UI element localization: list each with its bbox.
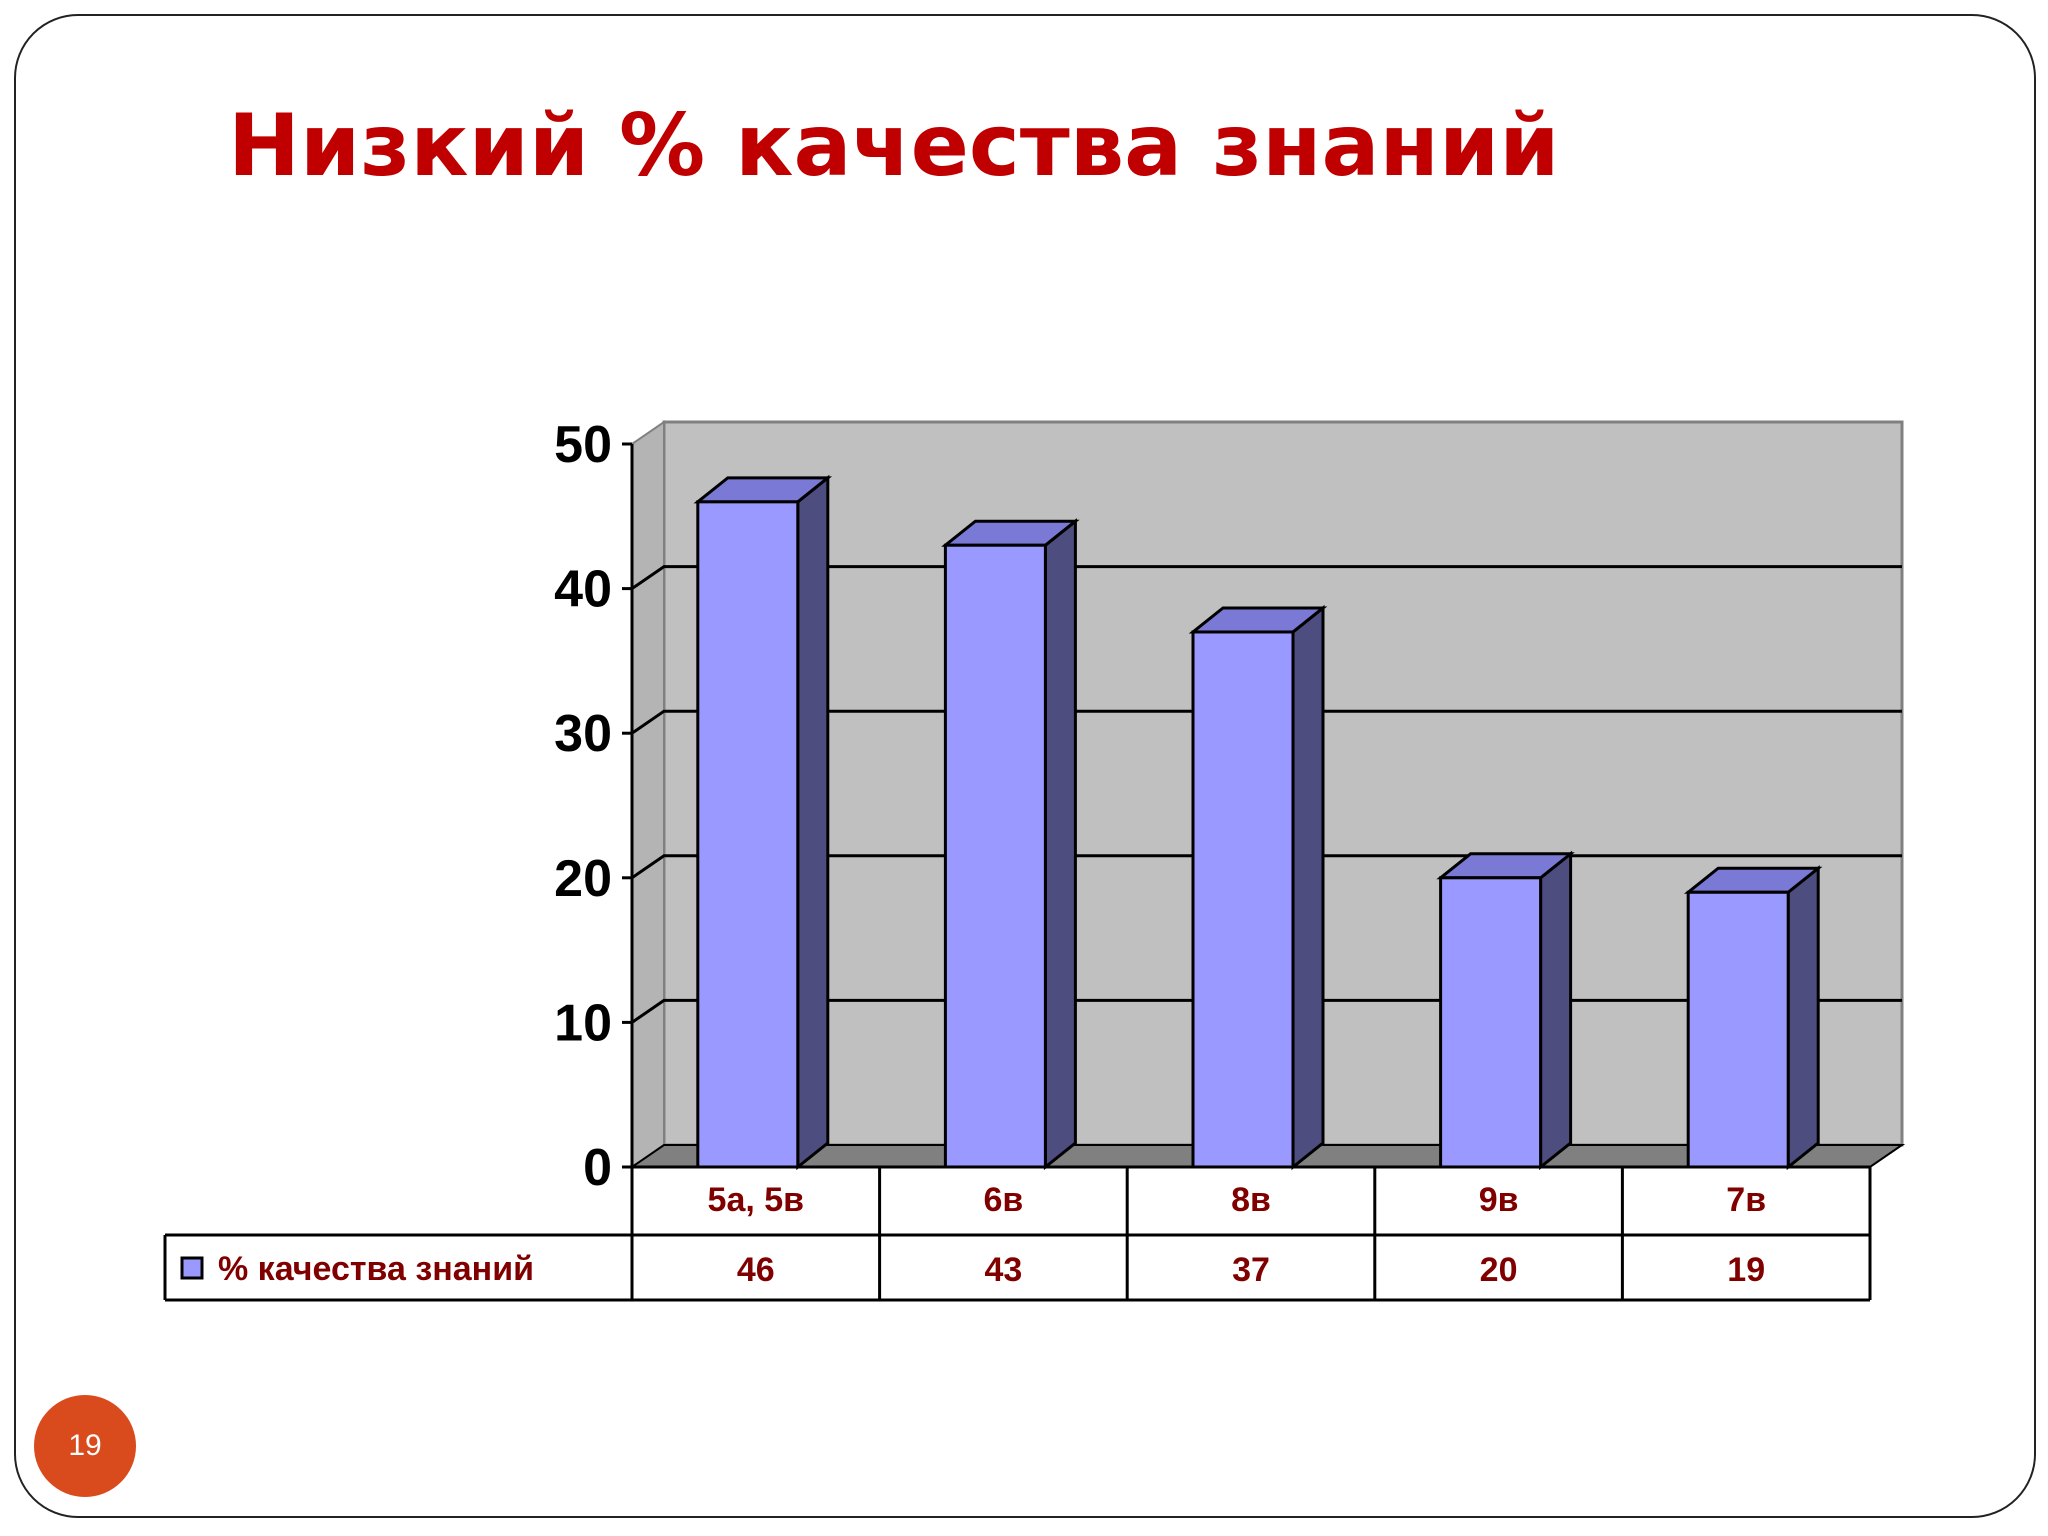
data-table-value: 46	[737, 1251, 775, 1289]
slide-title: Низкий % качества знаний	[228, 96, 1560, 196]
plot-side-wall	[631, 420, 665, 1169]
bar	[1686, 890, 1790, 1169]
bar-side	[1291, 604, 1325, 1171]
x-category-label: 5а, 5в	[708, 1181, 805, 1219]
y-tick-label: 40	[554, 561, 612, 619]
bar-side	[1786, 865, 1820, 1171]
bar	[1191, 630, 1295, 1169]
bar-side	[1539, 850, 1573, 1171]
bar-side	[1043, 518, 1077, 1171]
y-tick-label: 50	[554, 416, 612, 474]
x-category-label: 6в	[983, 1181, 1023, 1219]
x-category-label: 8в	[1231, 1181, 1271, 1219]
page-number-badge: 19	[34, 1395, 136, 1497]
gridline	[631, 709, 1902, 735]
x-category-label: 9в	[1479, 1181, 1519, 1219]
legend-swatch	[180, 1256, 204, 1280]
bar	[943, 543, 1047, 1169]
y-tick-label: 10	[554, 994, 612, 1052]
y-tick-label: 20	[554, 850, 612, 908]
bar-side	[796, 474, 830, 1171]
x-category-label: 7в	[1726, 1181, 1766, 1219]
y-tick-label: 30	[554, 705, 612, 763]
data-table-value: 19	[1727, 1251, 1765, 1289]
data-table-value: 20	[1480, 1251, 1518, 1289]
bar	[1439, 876, 1543, 1169]
y-tick-label: 0	[583, 1139, 612, 1197]
data-table-value: 43	[984, 1251, 1022, 1289]
bar	[696, 500, 800, 1169]
data-table-value: 37	[1232, 1251, 1270, 1289]
gridline	[631, 565, 1902, 590]
legend-label: % качества знаний	[218, 1250, 534, 1288]
